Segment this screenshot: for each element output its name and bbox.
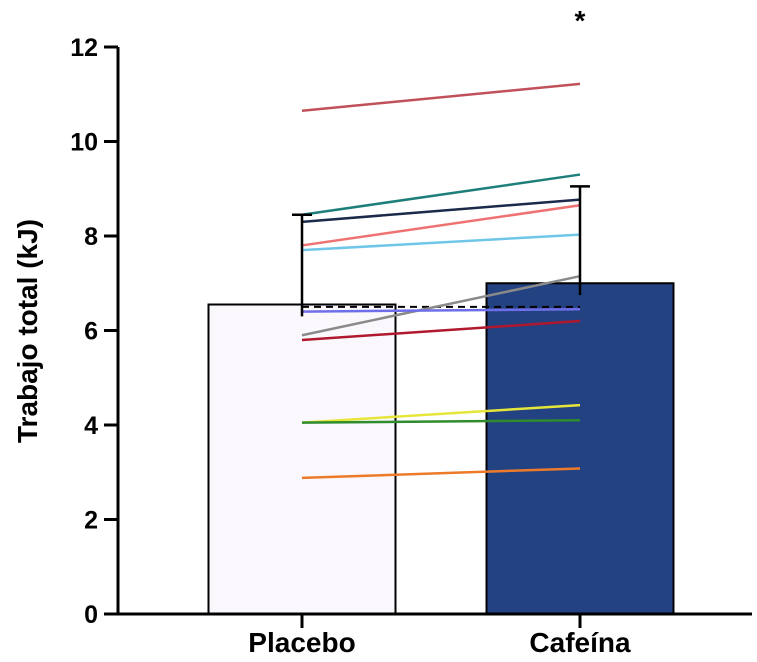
y-axis: 0 2 4 6 8 10 12 [70,34,118,629]
y-tick-label: 6 [84,318,98,346]
bars [209,283,674,614]
y-tick-label: 12 [70,34,98,62]
y-axis-title: Trabajo total (kJ) [12,219,43,443]
y-tick-label: 4 [84,412,98,440]
y-tick-label: 0 [84,601,98,629]
y-tick-label: 2 [84,507,98,535]
subject-line-2 [302,175,580,215]
bar-cafeina [487,283,674,614]
y-tick-label: 10 [70,129,98,157]
significance-asterisk: * [575,5,586,36]
subject-line-5 [302,235,580,251]
x-tick-label: Placebo [248,627,355,658]
y-tick-label: 8 [84,223,98,251]
annotations: * [575,5,586,36]
bar-placebo [209,305,396,614]
subject-line-1 [302,84,580,111]
x-axis: Placebo Cafeína [117,614,753,658]
x-tick-label: Cafeína [529,627,631,658]
